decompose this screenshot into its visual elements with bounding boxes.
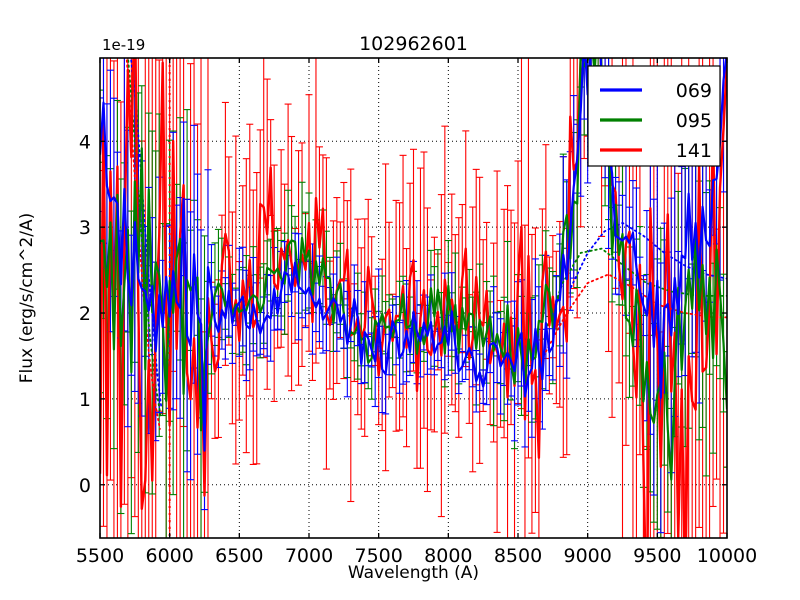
x-tick-label: 10000 — [697, 545, 757, 567]
legend-label-095: 095 — [676, 110, 712, 132]
x-tick-label: 7000 — [285, 545, 333, 567]
line-series-069 — [100, 58, 727, 452]
line-series-141 — [100, 58, 727, 538]
x-tick-label: 8500 — [494, 545, 542, 567]
x-tick-label: 6500 — [215, 545, 263, 567]
y-tick-label: 3 — [79, 217, 91, 239]
y-tick-labels: 0 1 2 3 4 — [79, 131, 91, 496]
x-tick-labels: 5500 6000 6500 7000 7500 8000 8500 9000 9500 1000… — [76, 545, 757, 567]
x-tick-label: 9000 — [563, 545, 611, 567]
legend-entries: 069 095 141 — [600, 80, 712, 162]
x-tick-label: 8000 — [424, 545, 472, 567]
legend-label-141: 141 — [676, 140, 712, 162]
x-axis-label: Wavelength (A) — [348, 563, 479, 583]
x-tick-label: 9500 — [633, 545, 681, 567]
axes-frame — [99, 57, 728, 539]
spectrum-line-069 — [100, 58, 727, 452]
y-axis-offset-text: 1e-19 — [102, 36, 145, 54]
legend[interactable]: 069 095 141 — [587, 65, 721, 167]
y-tick-label: 2 — [79, 303, 91, 325]
y-tick-label: 0 — [79, 475, 91, 497]
x-tick-label: 6000 — [145, 545, 193, 567]
spectrum-line-141 — [100, 58, 727, 538]
y-tick-label: 1 — [79, 389, 91, 411]
axis-ticks — [99, 58, 728, 538]
y-tick-label: 4 — [79, 131, 91, 153]
x-tick-label: 7500 — [354, 545, 402, 567]
legend-label-069: 069 — [676, 80, 712, 102]
x-tick-label: 5500 — [76, 545, 124, 567]
plot-title: 102962601 — [359, 33, 468, 55]
y-axis-label: Flux (erg/s/cm^2/A) — [17, 213, 37, 384]
